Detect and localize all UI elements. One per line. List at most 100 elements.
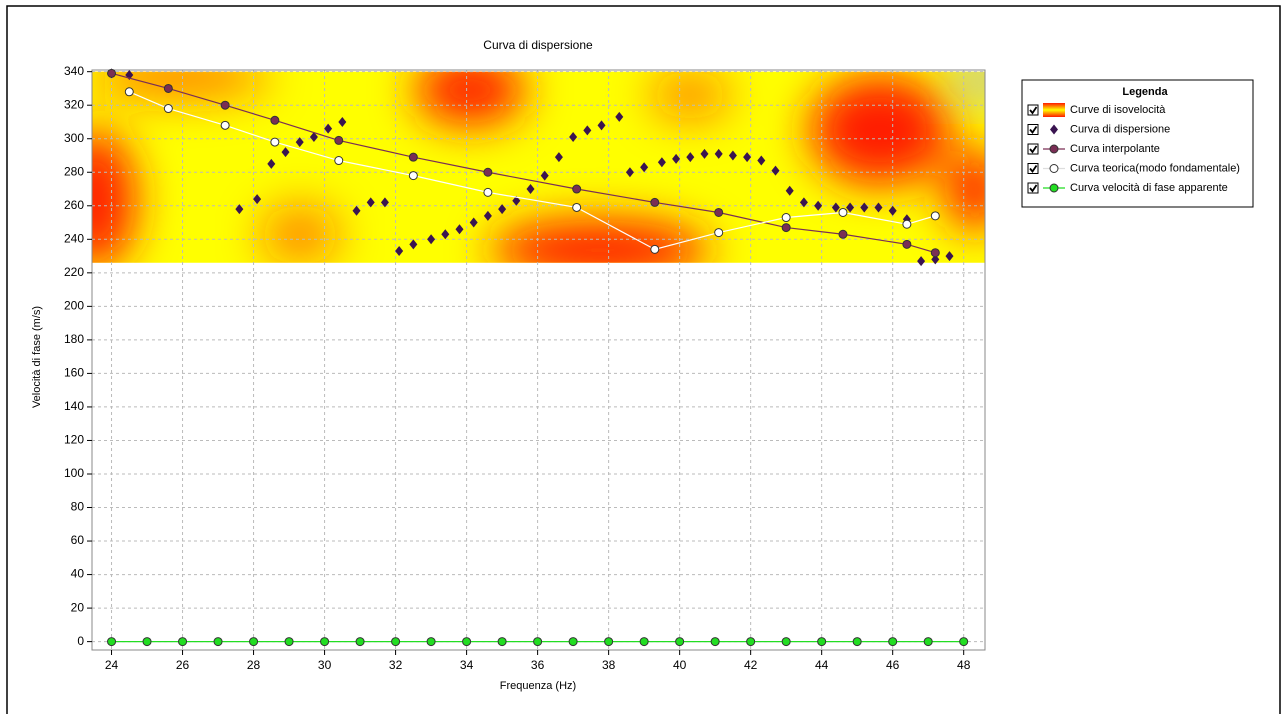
point (700, 148, 709, 159)
y-tick-label: 300 (64, 131, 84, 145)
legend-swatch (1043, 103, 1065, 117)
y-tick-label: 120 (64, 433, 84, 447)
x-tick-label: 32 (389, 658, 403, 672)
point (817, 637, 827, 647)
legend-title: Legenda (1122, 86, 1168, 98)
point (352, 205, 361, 216)
x-tick-label: 40 (673, 658, 687, 672)
point (781, 213, 791, 223)
point (355, 637, 365, 647)
point (838, 229, 848, 239)
heat-blob (92, 71, 270, 98)
point (124, 87, 134, 97)
axes: 24 26 28 30 32 34 36 38 40 42 44 46 48 0 20 40 60 80 100 12… (64, 64, 986, 672)
legend-marker (1049, 164, 1059, 173)
point (380, 197, 389, 208)
frame (6, 5, 1281, 714)
point (785, 185, 794, 196)
x-tick-label: 30 (318, 658, 332, 672)
point (650, 197, 660, 207)
x-tick-label: 28 (247, 658, 261, 672)
legend-label: Curva teorica(modo fondamentale) (1070, 162, 1240, 174)
legend-label: Curva interpolante (1070, 143, 1160, 155)
point (483, 210, 492, 221)
legend-check (1029, 165, 1038, 174)
point (945, 251, 954, 262)
grid (92, 70, 985, 650)
heat-blob (650, 71, 730, 120)
legend-check (1029, 106, 1038, 115)
point (714, 148, 723, 159)
point (409, 239, 418, 250)
x-tick-label: 36 (531, 658, 545, 672)
x-axis-label: Frequenza (Hz) (500, 680, 576, 692)
point (497, 637, 507, 647)
y-tick-label: 260 (64, 198, 84, 212)
point (814, 200, 823, 211)
legend-label: Curve di isovelocità (1070, 104, 1166, 116)
point (757, 155, 766, 166)
point (395, 246, 404, 257)
point (902, 239, 912, 249)
point (572, 184, 582, 194)
point (902, 219, 912, 229)
legend-checkbox (1027, 163, 1039, 174)
point (888, 205, 897, 216)
point (469, 217, 478, 228)
point (540, 170, 549, 181)
point (597, 120, 606, 131)
point (163, 104, 173, 114)
heat-blob (945, 150, 985, 230)
point (728, 150, 737, 161)
y-tick-label: 280 (64, 164, 84, 178)
point (324, 123, 333, 134)
point (959, 637, 969, 647)
legend-box (1021, 79, 1254, 208)
x-tick-label: 48 (957, 658, 971, 672)
y-tick-label: 240 (64, 231, 84, 245)
legend-check (1029, 126, 1038, 135)
point (604, 637, 614, 647)
legend-marker (1050, 124, 1058, 135)
x-tick-label: 38 (602, 658, 616, 672)
point (284, 637, 294, 647)
legend-marker (1049, 183, 1059, 193)
point (512, 195, 521, 206)
point (743, 152, 752, 163)
point (455, 224, 464, 235)
point (270, 115, 280, 125)
point (640, 162, 649, 173)
heat-blob (810, 75, 950, 185)
point (533, 637, 543, 647)
point (441, 229, 450, 240)
point (462, 637, 472, 647)
marks (107, 68, 969, 647)
point (281, 147, 290, 158)
legend-label: Curva velocità di fase apparente (1070, 182, 1228, 194)
point (710, 637, 720, 647)
heat-blob (92, 130, 135, 263)
legend-checkbox (1027, 104, 1039, 116)
point (923, 637, 933, 647)
legend-label: Curva di dispersione (1070, 123, 1170, 135)
point (483, 167, 493, 177)
point (888, 637, 898, 647)
point (554, 152, 563, 163)
y-tick-label: 60 (71, 533, 85, 547)
point (220, 100, 230, 110)
x-tick-label: 42 (744, 658, 758, 672)
point (568, 637, 578, 647)
x-tick-label: 26 (176, 658, 190, 672)
legend-checkbox (1027, 182, 1039, 194)
point (391, 637, 401, 647)
point (178, 637, 188, 647)
point (572, 202, 582, 212)
legend-check (1029, 184, 1038, 193)
point (107, 68, 117, 78)
point (657, 157, 666, 168)
legend-marker (1049, 144, 1059, 154)
point (781, 223, 791, 233)
point (498, 204, 507, 215)
point (838, 207, 848, 217)
